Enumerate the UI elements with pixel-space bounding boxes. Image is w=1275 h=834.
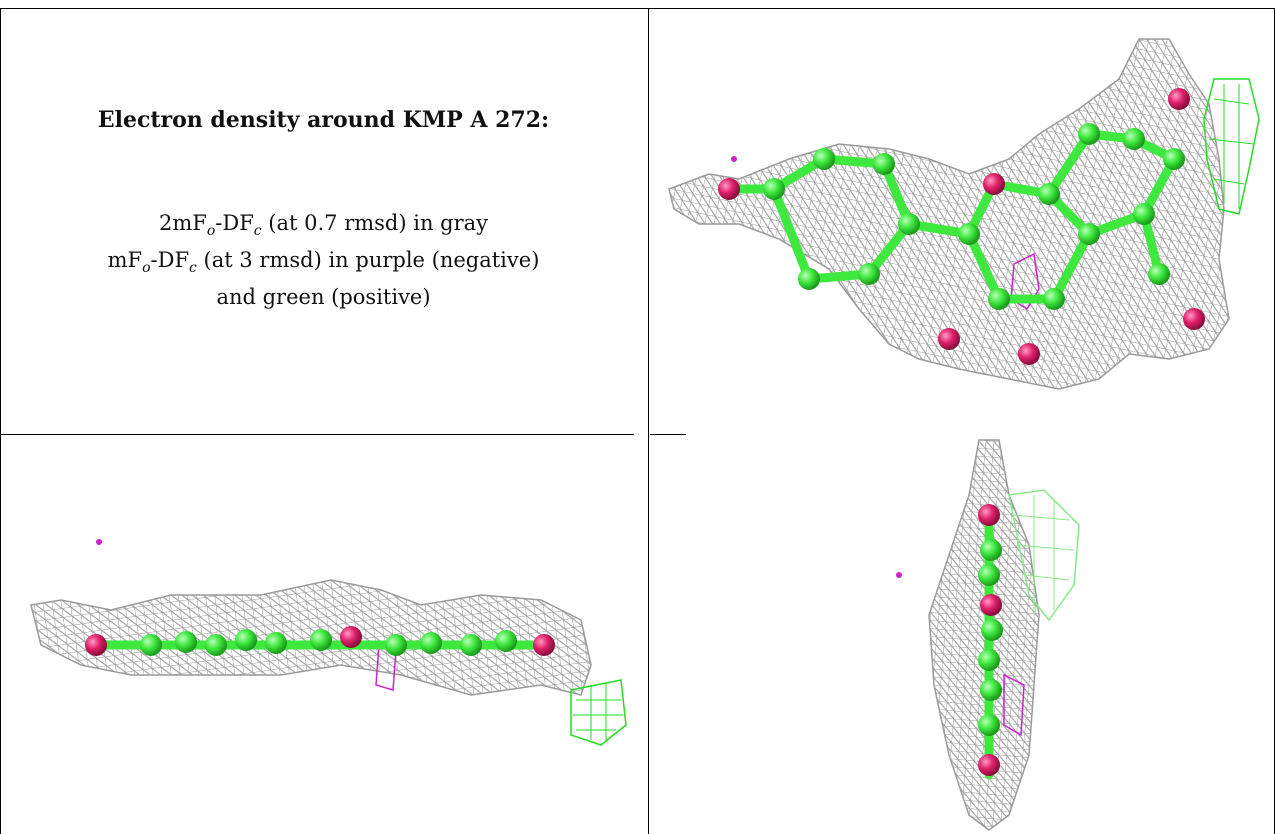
caption-line1-sub-o: o <box>206 223 216 240</box>
positive-difference-density <box>570 679 627 746</box>
table-top-border <box>0 8 1275 9</box>
caption-line1-suffix: (at 0.7 rmsd) in gray <box>261 211 489 235</box>
table-left-border <box>0 8 1 834</box>
table-row-divider-left <box>0 434 634 435</box>
caption-line2-suffix: (at 3 rmsd) in purple (negative) <box>196 248 540 273</box>
positive-difference-density <box>1008 489 1080 622</box>
density-image-top-view <box>668 38 1260 390</box>
caption-line1-mid: -DF <box>215 211 254 235</box>
density-panel-top-view <box>649 9 1274 434</box>
negative-difference-density <box>1003 673 1025 737</box>
caption-line1-sub-c: c <box>253 223 262 240</box>
caption-line-fofc: mFo-DFc (at 3 rmsd) in purple (negative) <box>31 246 616 283</box>
caption-line-2fofc: 2mFo-DFc (at 0.7 rmsd) in gray <box>31 209 616 246</box>
caption-title: Electron density around KMP A 272: <box>97 107 550 133</box>
caption-line2-prefix: mF <box>107 248 143 273</box>
caption-line-colors: and green (positive) <box>216 285 431 310</box>
density-image-side-view <box>30 539 627 746</box>
positive-difference-density <box>1203 78 1260 215</box>
table-row-divider-right <box>650 434 686 435</box>
table-middle-divider <box>648 8 649 834</box>
caption-line2-sub-c: c <box>189 260 197 277</box>
density-panel-side-view <box>1 435 648 834</box>
caption-line2-mid: -DF <box>150 248 190 273</box>
density-panel-end-view <box>649 435 1274 834</box>
caption-body: 2mFo-DFc (at 0.7 rmsd) in gray mFo-DFc (… <box>31 209 616 312</box>
caption-cell: Electron density around KMP A 272: 2mFo-… <box>1 9 648 434</box>
density-image-end-view <box>896 439 1080 831</box>
caption-line2-sub-o: o <box>142 260 151 277</box>
caption-line1-prefix: 2mF <box>158 211 207 235</box>
